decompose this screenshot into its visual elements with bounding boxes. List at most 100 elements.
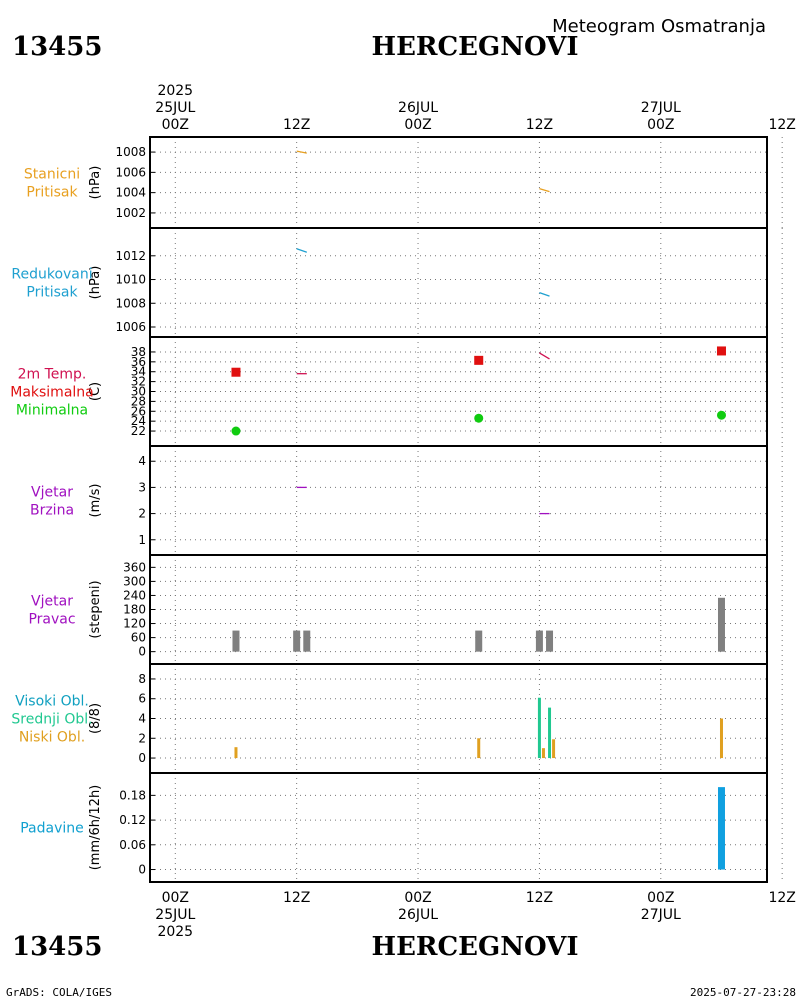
time-tick-label-top: 12Z: [526, 117, 553, 133]
bar: [234, 747, 238, 759]
y-tick-label: 1006: [115, 165, 146, 179]
bar: [785, 750, 788, 758]
station-id-top: 13455: [12, 32, 102, 62]
panel-label: Pritisak: [26, 285, 78, 301]
panel-label: Visoki Obl.: [15, 694, 89, 710]
bar: [717, 597, 725, 652]
panel-clouds: 0 2 4 6 8 (8/8)Visoki Obl. Srednji Obl. Niski O…: [11, 663, 798, 774]
time-tick-label-bottom: 2025: [157, 924, 193, 940]
y-tick-label: 1002: [115, 206, 146, 220]
y-axis-label: (mm/6h/12h): [88, 785, 103, 871]
y-tick-label: 2: [138, 507, 146, 521]
panel-reduced_pressure: 1006 1008 1010 1012 (hPa)Redukovani Pritisak: [11, 227, 783, 338]
time-tick-label-top: 25JUL: [155, 100, 195, 116]
panel-data: [296, 150, 550, 193]
time-tick-label-bottom: 00Z: [647, 890, 674, 906]
bar: [548, 707, 552, 759]
series-segment: [782, 387, 792, 388]
y-tick-label: 1008: [115, 145, 146, 159]
time-tick-label-top: 00Z: [162, 117, 189, 133]
y-tick-label: 0.12: [119, 813, 146, 827]
y-tick-label: 1006: [115, 320, 146, 334]
panel-label: Niski Obl.: [19, 730, 85, 746]
panel-wind_speed: 1 2 3 4 (m/s) Vjetar Brzina: [30, 445, 792, 556]
y-tick-label: 38: [131, 345, 146, 359]
y-axis-label: (hPa): [88, 166, 103, 200]
y-tick-label: 30: [131, 385, 146, 399]
max-temp-marker: [231, 367, 241, 377]
time-tick-label-bottom: 12Z: [526, 890, 553, 906]
time-tick-label-top: 27JUL: [641, 100, 681, 116]
panel-station_pressure: 1002 1004 1006 1008 (hPa) Stanicni Pritisak: [24, 136, 783, 229]
panel-data: [717, 787, 725, 870]
generated-timestamp: 2025-07-27-23:28: [690, 986, 796, 999]
y-axis-label: (hPa): [88, 266, 103, 300]
y-tick-label: 6: [138, 692, 146, 706]
bar: [795, 749, 798, 758]
min-temp-marker: [474, 413, 484, 423]
panel-label: Padavine: [20, 821, 84, 837]
bar: [781, 746, 784, 758]
y-tick-label: 240: [123, 588, 146, 602]
max-temp-marker: [474, 355, 484, 365]
y-tick-label: 0: [138, 751, 146, 765]
time-tick-label-top: 00Z: [647, 117, 674, 133]
panel-frame: [149, 336, 768, 447]
panel-label: Vjetar: [31, 594, 73, 610]
y-axis-label: (m/s): [88, 484, 103, 518]
station-name-top: HERCEGNOVI: [372, 32, 579, 62]
time-tick-label-top: 2025: [157, 83, 193, 99]
y-tick-label: 36: [131, 355, 146, 369]
bar: [791, 747, 794, 758]
panel-data: [231, 346, 792, 436]
time-tick-label-top: 26JUL: [398, 100, 438, 116]
time-tick-label-top: 00Z: [404, 117, 431, 133]
y-tick-label: 0: [138, 863, 146, 877]
y-axis-label: (stepeni): [88, 580, 103, 638]
bar: [717, 787, 725, 870]
y-axis-label: (C): [88, 382, 103, 401]
y-tick-label: 300: [123, 574, 146, 588]
panel-data: [234, 697, 798, 759]
panel-data: [296, 461, 792, 515]
panel-label: Srednji Obl.: [11, 712, 92, 728]
panel-frame: [149, 445, 768, 556]
bar: [789, 598, 796, 652]
y-tick-label: 3: [138, 480, 146, 494]
series-segment: [539, 291, 550, 297]
y-tick-label: 28: [131, 394, 146, 408]
bar: [232, 630, 240, 652]
y-tick-label: 1004: [115, 186, 146, 200]
panel-label: 2m Temp.: [18, 367, 87, 383]
panel-label: Redukovani: [11, 267, 92, 283]
y-tick-label: 8: [138, 672, 146, 686]
series-segment: [539, 187, 550, 193]
y-tick-label: 1010: [115, 273, 146, 287]
product-title: Meteogram Osmatranja: [552, 16, 766, 37]
y-tick-label: 26: [131, 404, 146, 418]
time-tick-label-bottom: 25JUL: [155, 907, 195, 923]
panel-frame: [149, 772, 768, 883]
series-segment: [539, 352, 550, 360]
max-temp-marker: [716, 346, 726, 356]
panel-frame: [149, 227, 768, 338]
panel-data: [232, 597, 796, 652]
station-id-bottom: 13455: [12, 932, 102, 962]
station-name-bottom: HERCEGNOVI: [372, 932, 579, 962]
time-tick-label-bottom: 00Z: [404, 890, 431, 906]
bar: [719, 718, 723, 759]
panel-label: Pravac: [28, 612, 75, 628]
y-tick-label: 1: [138, 533, 146, 547]
panel-label: Pritisak: [26, 185, 78, 201]
credit-text: GrADS: COLA/IGES: [6, 986, 112, 999]
min-temp-marker: [231, 426, 241, 436]
panels-layer: 1002100410061008(hPa)StanicniPritisak100…: [10, 136, 798, 883]
panel-label: Maksimalna: [10, 385, 94, 401]
bar: [475, 630, 483, 652]
series-segment: [782, 461, 792, 487]
panel-precipitation: 0 0.06 0.12 0.18 (mm/6h/12h) Padavine: [20, 772, 783, 883]
